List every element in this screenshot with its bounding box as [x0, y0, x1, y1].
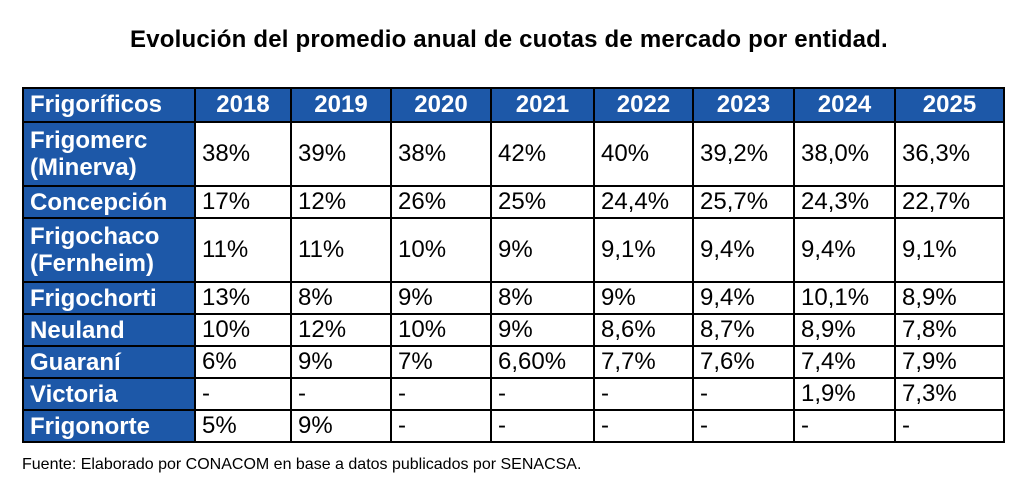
source-note: Fuente: Elaborado por CONACOM en base a …: [22, 456, 582, 473]
value-cell: 9%: [290, 409, 392, 443]
value-cell: 38,0%: [793, 121, 896, 187]
value-cell: 9,4%: [793, 217, 896, 283]
entity-cell: Frigonorte: [22, 409, 196, 443]
value-cell: 6,60%: [490, 345, 595, 379]
table-row: Frigonorte 5% 9% - - - - - -: [22, 409, 1005, 443]
value-cell: 9,1%: [894, 217, 1005, 283]
value-cell: 7,8%: [894, 313, 1005, 347]
entity-cell: Neuland: [22, 313, 196, 347]
entity-subname: (Fernheim): [30, 250, 155, 277]
value-cell: -: [692, 409, 795, 443]
value-cell: 9%: [490, 217, 595, 283]
value-cell: -: [793, 409, 896, 443]
column-header: 2023: [692, 87, 795, 123]
entity-cell: Frigomerc (Minerva): [22, 121, 196, 187]
value-cell: 12%: [290, 313, 392, 347]
table-row: Frigochorti 13% 8% 9% 8% 9% 9,4% 10,1% 8…: [22, 281, 1005, 315]
value-cell: 24,4%: [593, 185, 694, 219]
value-cell: 40%: [593, 121, 694, 187]
table-row: Frigochaco (Fernheim) 11% 11% 10% 9% 9,1%…: [22, 217, 1005, 283]
table-row: Frigomerc (Minerva) 38% 39% 38% 42% 40% 3…: [22, 121, 1005, 187]
column-header: 2018: [194, 87, 292, 123]
value-cell: 7,3%: [894, 377, 1005, 411]
value-cell: 9%: [490, 313, 595, 347]
value-cell: 8%: [290, 281, 392, 315]
entity-cell: Victoria: [22, 377, 196, 411]
value-cell: 8,9%: [793, 313, 896, 347]
entity-cell: Concepción: [22, 185, 196, 219]
value-cell: -: [692, 377, 795, 411]
column-header: Frigoríficos: [22, 87, 196, 123]
value-cell: 24,3%: [793, 185, 896, 219]
value-cell: 10%: [390, 217, 492, 283]
table-row: Guaraní 6% 9% 7% 6,60% 7,7% 7,6% 7,4% 7,…: [22, 345, 1005, 379]
value-cell: 26%: [390, 185, 492, 219]
value-cell: 7,6%: [692, 345, 795, 379]
entity-cell: Frigochaco (Fernheim): [22, 217, 196, 283]
value-cell: 36,3%: [894, 121, 1005, 187]
value-cell: -: [490, 377, 595, 411]
value-cell: 38%: [390, 121, 492, 187]
value-cell: -: [390, 409, 492, 443]
table-row: Neuland 10% 12% 10% 9% 8,6% 8,7% 8,9% 7,…: [22, 313, 1005, 347]
value-cell: 9%: [390, 281, 492, 315]
value-cell: 5%: [194, 409, 292, 443]
value-cell: -: [894, 409, 1005, 443]
column-header: 2019: [290, 87, 392, 123]
value-cell: 9,4%: [692, 281, 795, 315]
market-share-table: Frigoríficos 2018 2019 2020 2021 2022 20…: [22, 87, 1005, 443]
value-cell: -: [290, 377, 392, 411]
value-cell: 9,4%: [692, 217, 795, 283]
value-cell: 8,6%: [593, 313, 694, 347]
entity-cell: Frigochorti: [22, 281, 196, 315]
value-cell: 38%: [194, 121, 292, 187]
column-header: 2021: [490, 87, 595, 123]
column-header: 2020: [390, 87, 492, 123]
value-cell: -: [194, 377, 292, 411]
value-cell: 10,1%: [793, 281, 896, 315]
value-cell: 7,4%: [793, 345, 896, 379]
value-cell: 11%: [290, 217, 392, 283]
value-cell: 9%: [593, 281, 694, 315]
value-cell: 9,1%: [593, 217, 694, 283]
value-cell: -: [390, 377, 492, 411]
value-cell: 10%: [390, 313, 492, 347]
value-cell: 25,7%: [692, 185, 795, 219]
value-cell: 6%: [194, 345, 292, 379]
value-cell: 39%: [290, 121, 392, 187]
table-title: Evolución del promedio anual de cuotas d…: [130, 26, 888, 53]
value-cell: 8%: [490, 281, 595, 315]
entity-cell: Guaraní: [22, 345, 196, 379]
value-cell: 22,7%: [894, 185, 1005, 219]
header-row: Frigoríficos 2018 2019 2020 2021 2022 20…: [22, 87, 1005, 123]
value-cell: 1,9%: [793, 377, 896, 411]
value-cell: 42%: [490, 121, 595, 187]
value-cell: -: [593, 377, 694, 411]
value-cell: 8,7%: [692, 313, 795, 347]
entity-subname: (Minerva): [30, 154, 137, 181]
entity-name: Frigomerc: [30, 127, 148, 154]
value-cell: 12%: [290, 185, 392, 219]
value-cell: 11%: [194, 217, 292, 283]
value-cell: 7%: [390, 345, 492, 379]
column-header: 2022: [593, 87, 694, 123]
value-cell: 7,9%: [894, 345, 1005, 379]
column-header: 2025: [894, 87, 1005, 123]
value-cell: 25%: [490, 185, 595, 219]
table-row: Concepción 17% 12% 26% 25% 24,4% 25,7% 2…: [22, 185, 1005, 219]
value-cell: 8,9%: [894, 281, 1005, 315]
entity-name: Frigochaco: [30, 223, 160, 250]
table-row: Victoria - - - - - - 1,9% 7,3%: [22, 377, 1005, 411]
column-header: 2024: [793, 87, 896, 123]
value-cell: 17%: [194, 185, 292, 219]
value-cell: 9%: [290, 345, 392, 379]
value-cell: -: [490, 409, 595, 443]
value-cell: 13%: [194, 281, 292, 315]
value-cell: 7,7%: [593, 345, 694, 379]
value-cell: 39,2%: [692, 121, 795, 187]
value-cell: 10%: [194, 313, 292, 347]
value-cell: -: [593, 409, 694, 443]
